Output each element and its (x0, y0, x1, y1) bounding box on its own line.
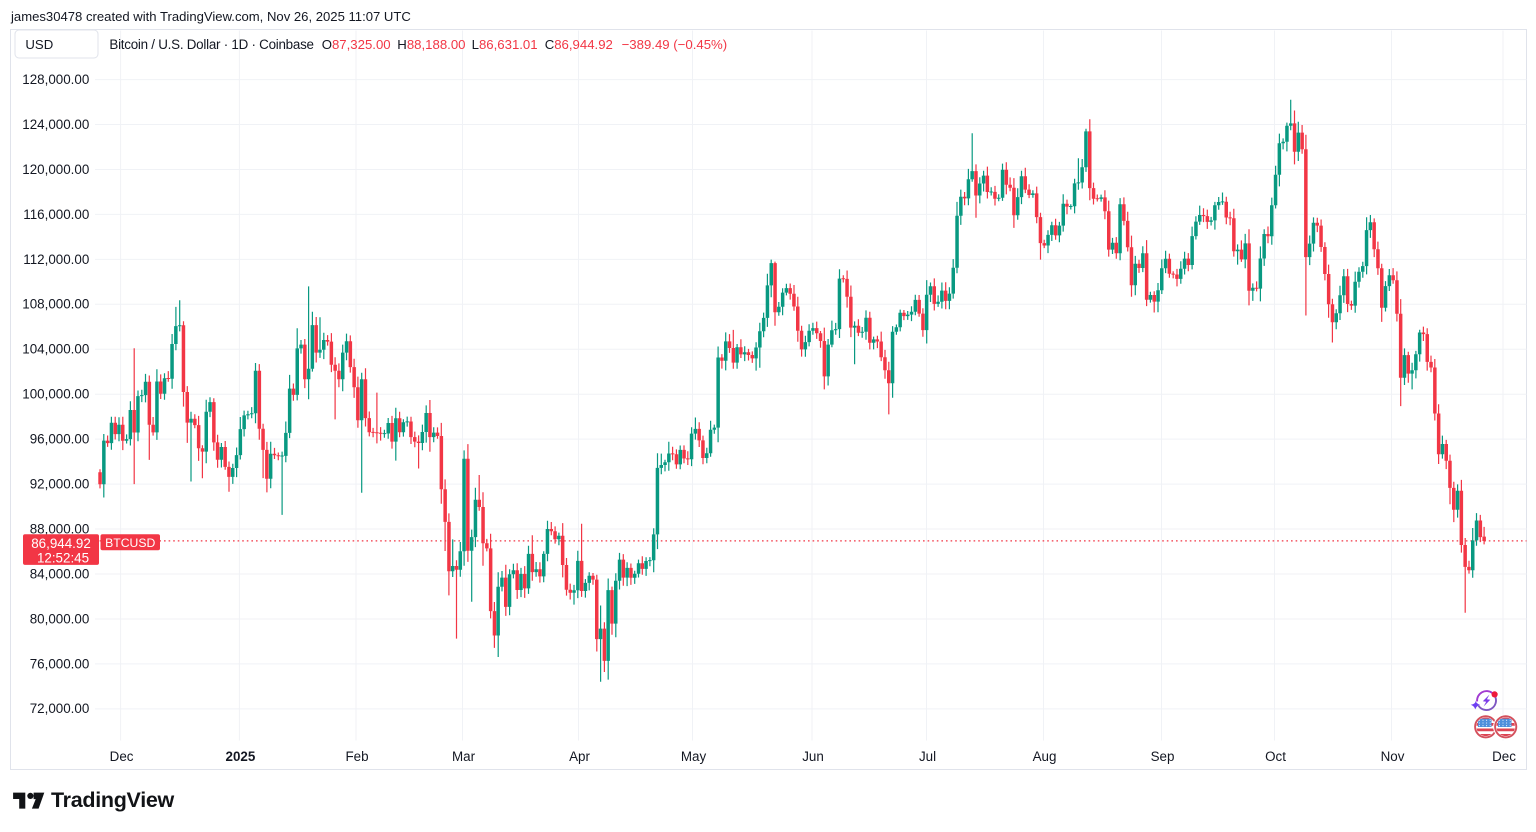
svg-text:TradingView: TradingView (51, 788, 175, 812)
svg-text:james30478 created with Tradin: james30478 created with TradingView.com,… (10, 9, 411, 24)
svg-text:72,000.00: 72,000.00 (30, 701, 90, 716)
svg-text:BTCUSD: BTCUSD (105, 536, 155, 550)
svg-text:L86,631.01: L86,631.01 (472, 37, 538, 52)
svg-text:May: May (681, 749, 707, 764)
svg-text:C86,944.92: C86,944.92 (545, 37, 613, 52)
svg-text:O87,325.00: O87,325.00 (322, 37, 391, 52)
svg-text:88,000.00: 88,000.00 (30, 521, 90, 536)
svg-text:Apr: Apr (569, 749, 590, 764)
svg-text:108,000.00: 108,000.00 (22, 297, 89, 312)
svg-text:100,000.00: 100,000.00 (22, 387, 89, 402)
svg-text:80,000.00: 80,000.00 (30, 611, 90, 626)
svg-text:Dec: Dec (1492, 749, 1516, 764)
svg-text:Sep: Sep (1151, 749, 1175, 764)
svg-text:Dec: Dec (110, 749, 134, 764)
svg-text:Oct: Oct (1265, 749, 1286, 764)
svg-text:12:52:45: 12:52:45 (37, 551, 89, 566)
svg-text:86,944.92: 86,944.92 (31, 536, 91, 551)
svg-text:Jun: Jun (802, 749, 824, 764)
svg-text:Jul: Jul (919, 749, 936, 764)
svg-text:H88,188.00: H88,188.00 (397, 37, 465, 52)
svg-text:Mar: Mar (452, 749, 476, 764)
svg-text:84,000.00: 84,000.00 (30, 566, 90, 581)
svg-text:76,000.00: 76,000.00 (30, 656, 90, 671)
svg-text:128,000.00: 128,000.00 (22, 72, 89, 87)
svg-text:−389.49 (−0.45%): −389.49 (−0.45%) (622, 37, 728, 52)
svg-text:Bitcoin / U.S. Dollar · 1D · C: Bitcoin / U.S. Dollar · 1D · Coinbase (109, 37, 313, 52)
svg-text:116,000.00: 116,000.00 (23, 207, 89, 222)
svg-text:Aug: Aug (1033, 749, 1057, 764)
svg-text:96,000.00: 96,000.00 (30, 432, 90, 447)
svg-text:104,000.00: 104,000.00 (22, 342, 89, 357)
svg-text:USD: USD (25, 37, 53, 52)
svg-text:112,000.00: 112,000.00 (23, 252, 89, 267)
svg-text:2025: 2025 (226, 749, 256, 764)
svg-text:120,000.00: 120,000.00 (22, 162, 89, 177)
svg-text:92,000.00: 92,000.00 (30, 477, 90, 492)
svg-text:124,000.00: 124,000.00 (22, 117, 89, 132)
svg-text:Nov: Nov (1381, 749, 1405, 764)
svg-text:Feb: Feb (345, 749, 368, 764)
